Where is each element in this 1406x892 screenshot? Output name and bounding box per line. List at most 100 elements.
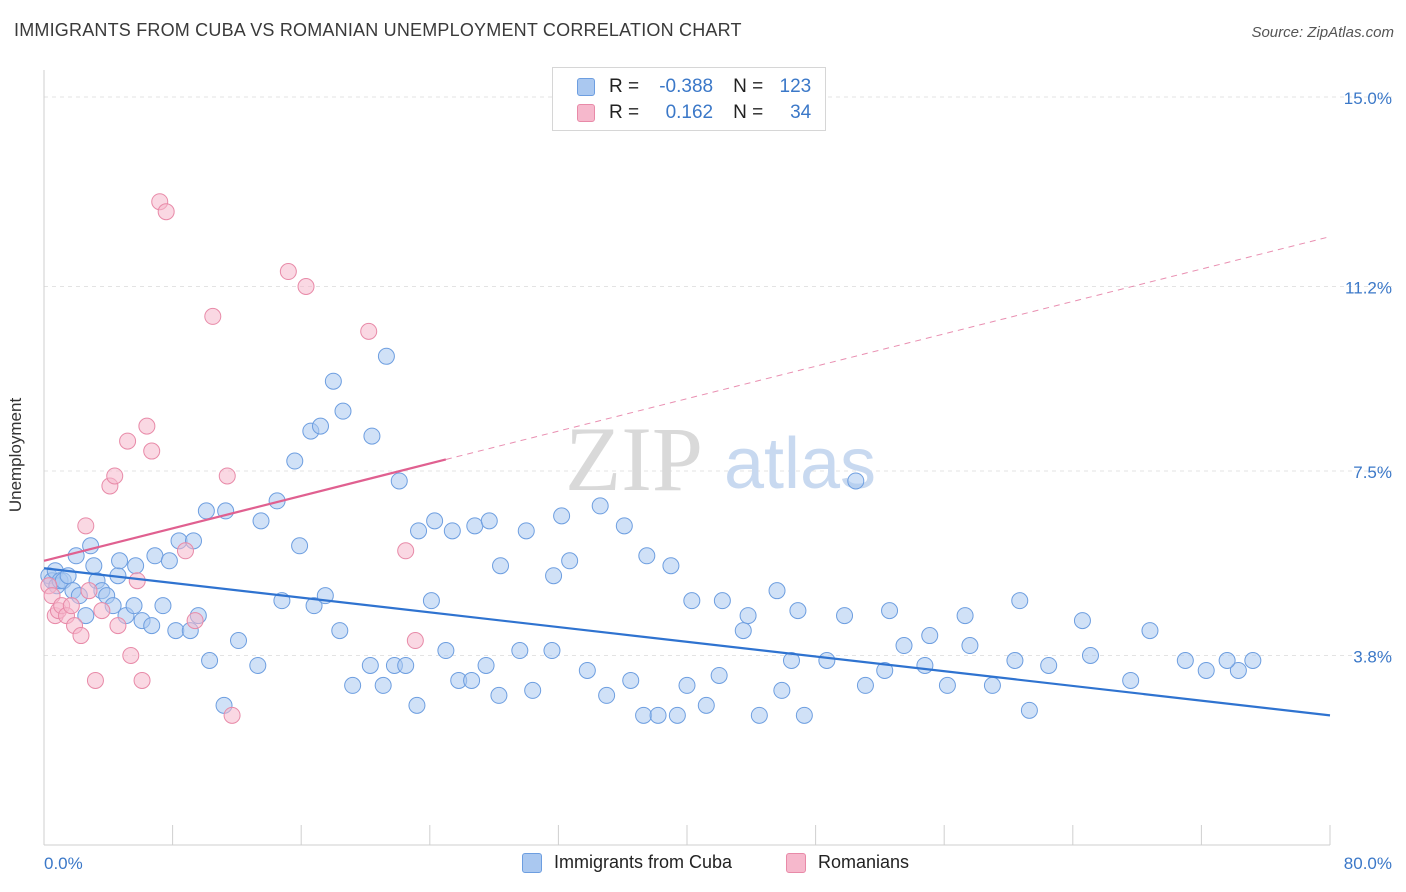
legend-n-label: N = — [733, 76, 764, 97]
watermark-atlas: atlas — [724, 424, 876, 504]
romanians-point — [397, 542, 415, 560]
cuba-point — [466, 517, 484, 535]
cuba-point — [635, 706, 653, 724]
cuba-point — [397, 656, 415, 674]
cuba-point — [561, 552, 579, 570]
cuba-point — [750, 706, 768, 724]
cuba-point — [249, 656, 267, 674]
legend-n-value: 123 — [779, 76, 812, 97]
romanians-point — [106, 467, 124, 485]
cuba-point — [1218, 651, 1236, 669]
cuba-point — [1011, 592, 1029, 610]
cuba-point — [344, 676, 362, 694]
legend-item-cuba[interactable]: Immigrants from Cuba — [522, 852, 732, 873]
series-cuba-points — [40, 347, 1262, 724]
cuba-point — [426, 512, 444, 530]
cuba-point — [1006, 651, 1024, 669]
cuba-point — [517, 522, 535, 540]
cuba-point — [1197, 661, 1215, 679]
cuba-point — [773, 681, 791, 699]
axes — [43, 70, 1331, 846]
cuba-point — [443, 522, 461, 540]
romanians-point — [109, 617, 127, 635]
legend-r-label: R = — [609, 102, 640, 123]
source-label: Source: ZipAtlas.com — [1251, 24, 1394, 41]
cuba-point — [160, 552, 178, 570]
cuba-point — [615, 517, 633, 535]
cuba-point — [1176, 651, 1194, 669]
cuba-point — [697, 696, 715, 714]
cuba-point — [938, 676, 956, 694]
cuba-point — [463, 671, 481, 689]
romanians-point — [77, 517, 95, 535]
cuba-point — [734, 622, 752, 640]
romanians-point — [72, 627, 90, 645]
romanians-point — [186, 612, 204, 630]
cuba-point — [1020, 701, 1038, 719]
legend-swatch-romanians — [577, 104, 595, 122]
cuba-point — [361, 656, 379, 674]
romanians-point — [360, 322, 378, 340]
cuba-point — [856, 676, 874, 694]
chart-title: IMMIGRANTS FROM CUBA VS ROMANIAN UNEMPLO… — [14, 20, 742, 40]
cuba-point — [1122, 671, 1140, 689]
cuba-point — [111, 552, 129, 570]
cuba-point — [649, 706, 667, 724]
cuba-point — [622, 671, 640, 689]
cuba-point — [422, 592, 440, 610]
cuba-point — [154, 597, 172, 615]
cuba-point — [201, 651, 219, 669]
cuba-point — [477, 656, 495, 674]
cuba-point — [377, 347, 395, 365]
cuba-point — [782, 651, 800, 669]
cuba-point — [511, 642, 529, 660]
watermark: ZIP atlas — [565, 408, 876, 510]
cuba-point — [480, 512, 498, 530]
cuba-point — [492, 557, 510, 575]
cuba-point — [390, 472, 408, 490]
romanians-point — [176, 542, 194, 560]
cuba-point — [638, 547, 656, 565]
cuba-point — [363, 427, 381, 445]
romanians-point — [128, 572, 146, 590]
legend-swatch-cuba — [577, 78, 595, 96]
cuba-point — [252, 512, 270, 530]
cuba-point — [143, 617, 161, 635]
cuba-point — [127, 557, 145, 575]
romanians-point — [80, 582, 98, 600]
legend-item-romanians[interactable]: Romanians — [786, 852, 909, 873]
cuba-point — [286, 452, 304, 470]
cuba-point — [836, 607, 854, 625]
cuba-point — [77, 607, 95, 625]
romanians-point — [86, 671, 104, 689]
cuba-point — [768, 582, 786, 600]
series-legend: Immigrants from Cuba Romanians — [0, 852, 1406, 878]
cuba-point — [553, 507, 571, 525]
x-tick-label: 0.0% — [44, 854, 83, 873]
romanians-point — [297, 277, 315, 295]
cuba-point — [847, 472, 865, 490]
cuba-point — [983, 676, 1001, 694]
romanians-point — [143, 442, 161, 460]
y-tick-label: 11.2% — [1345, 278, 1392, 297]
series-romanians-points — [40, 193, 424, 724]
cuba-point — [683, 592, 701, 610]
cuba-point — [598, 686, 616, 704]
y-tick-label: 3.8% — [1353, 648, 1392, 667]
y-tick-label: 15.0% — [1344, 89, 1392, 108]
cuba-point — [961, 637, 979, 655]
cuba-point — [668, 706, 686, 724]
cuba-point — [125, 597, 143, 615]
cuba-point — [545, 567, 563, 585]
cuba-point — [818, 651, 836, 669]
cuba-point — [1229, 661, 1247, 679]
romanians-trend-line — [43, 458, 447, 562]
romanians-point — [406, 632, 424, 650]
cuba-point — [1244, 651, 1262, 669]
romanians-point — [122, 647, 140, 665]
cuba-point — [305, 597, 323, 615]
romanians-point — [119, 432, 137, 450]
cuba-point — [524, 681, 542, 699]
cuba-point — [578, 661, 596, 679]
